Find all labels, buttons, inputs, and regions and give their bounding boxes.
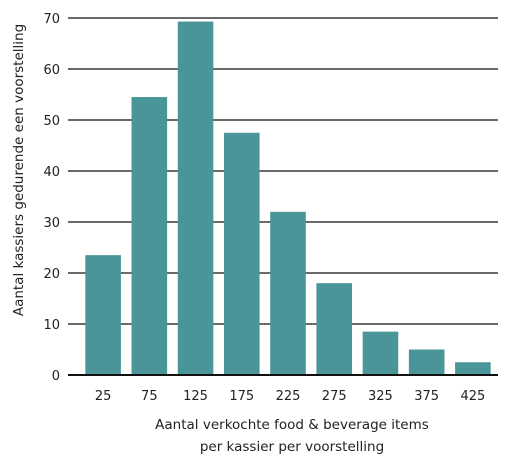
x-axis-title-line1: Aantal verkochte food & beverage items (155, 417, 429, 433)
y-tick-label: 60 (43, 63, 60, 78)
x-tick-label: 125 (183, 389, 208, 404)
bar-275 (316, 283, 353, 375)
y-tick-label: 10 (43, 318, 60, 333)
bar-175 (223, 132, 260, 375)
x-tick-label: 375 (414, 389, 439, 404)
y-tick-label: 40 (43, 165, 60, 180)
bar-325 (362, 331, 399, 375)
y-tick-label: 70 (43, 12, 60, 27)
bars (85, 21, 491, 376)
x-tick-label: 275 (322, 389, 347, 404)
bar-375 (408, 349, 445, 375)
x-tick-labels: 25 75 125 175 225 275 325 375 425 (95, 389, 485, 404)
x-tick-label: 175 (229, 389, 254, 404)
x-axis-title-line2: per kassier per voorstelling (200, 439, 384, 455)
bar-25 (85, 255, 121, 375)
y-tick-label: 0 (52, 369, 60, 384)
bar-75 (131, 97, 168, 376)
y-tick-label: 50 (43, 114, 60, 129)
y-tick-labels: 0 10 20 30 40 50 60 70 (43, 12, 60, 384)
y-axis-title: Aantal kassiers gedurende een voorstelli… (11, 24, 27, 316)
y-tick-label: 20 (43, 267, 60, 282)
x-tick-label: 75 (141, 389, 158, 404)
bar-125 (177, 21, 214, 375)
bar-425 (455, 362, 491, 375)
bar-225 (270, 211, 306, 375)
x-tick-label: 25 (95, 389, 112, 404)
x-tick-label: 325 (368, 389, 393, 404)
y-tick-label: 30 (43, 216, 60, 231)
x-tick-label: 225 (276, 389, 301, 404)
x-tick-label: 425 (460, 389, 485, 404)
